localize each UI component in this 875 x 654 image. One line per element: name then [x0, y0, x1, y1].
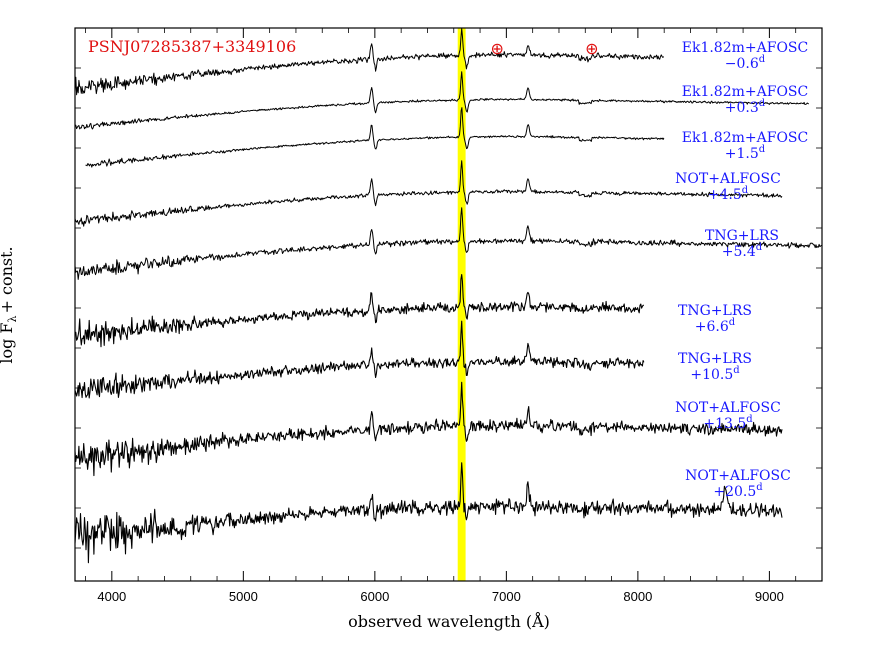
spectrum-epoch-label: +0.3d — [725, 98, 766, 116]
halpha-highlight-band — [457, 28, 466, 581]
plot-background — [75, 28, 822, 581]
telluric-marker-icon: ⊕ — [585, 39, 598, 58]
plot-frame — [74, 27, 823, 582]
spectrum-epoch-label: +10.5d — [690, 365, 740, 383]
spectrum-labels: ⊕ ⊕ Ek1.82m+AFOSC−0.6dEk1.82m+AFOSC+0.3dEk… — [490, 39, 808, 500]
x-tick-label: 9000 — [755, 589, 784, 604]
spectrum-instrument-label: NOT+ALFOSC — [675, 171, 781, 187]
spectrum-epoch-label: +13.5d — [703, 414, 753, 432]
x-tick-label: 6000 — [360, 589, 389, 604]
telluric-marker-icon: ⊕ — [490, 39, 503, 58]
y-axis-title-subscript: λ — [6, 315, 19, 322]
spectrum-instrument-label: NOT+ALFOSC — [675, 400, 781, 416]
spectrum-instrument-label: Ek1.82m+AFOSC — [682, 40, 809, 56]
spectrum-line — [74, 28, 665, 96]
highlight-band-rect — [457, 28, 466, 581]
spectrum-line — [74, 71, 810, 130]
spectrum-instrument-label: TNG+LRS — [678, 351, 752, 367]
x-tick-label: 4000 — [97, 589, 126, 604]
y-axis-title: log Fλ + const. — [0, 246, 19, 363]
x-tick-label: 8000 — [623, 589, 652, 604]
spectrum-line — [85, 107, 665, 168]
spectrum-instrument-label: NOT+ALFOSC — [685, 468, 791, 484]
spectrum-line — [74, 160, 783, 227]
spectrum-epoch-label: +4.5d — [708, 185, 749, 203]
spectrum-instrument-label: TNG+LRS — [678, 303, 752, 319]
spectrum-epoch-label: +1.5d — [725, 144, 766, 162]
spectrum-line — [74, 320, 645, 399]
spectrum-epoch-label: +5.4d — [722, 242, 763, 260]
spectrum-line — [74, 274, 644, 348]
x-axis-title: observed wavelength (Å) — [348, 611, 550, 631]
x-tick-label: 7000 — [492, 589, 521, 604]
spectra-series-group — [74, 28, 822, 564]
axis-ticks: 4000 5000 6000 7000 8000 9000 — [75, 28, 823, 604]
x-tick-label: 5000 — [229, 589, 258, 604]
spectrum-instrument-label: Ek1.82m+AFOSC — [682, 84, 809, 100]
spectrum-line — [74, 462, 783, 564]
spectrum-line — [74, 381, 783, 477]
spectrum-instrument-label: TNG+LRS — [705, 228, 779, 244]
spectrum-epoch-label: −0.6d — [725, 54, 766, 72]
spectrum-epoch-label: +20.5d — [713, 482, 763, 500]
spectrum-line — [74, 207, 822, 280]
y-axis-title-main: log F — [0, 322, 16, 363]
y-axis-title-suffix: + const. — [0, 246, 16, 313]
svg-text:log Fλ+ const.: log Fλ + const. — [0, 246, 19, 363]
chart-title: PSNJ07285387+3349106 — [88, 37, 296, 56]
spectrum-epoch-label: +6.6d — [695, 317, 736, 335]
spectrum-instrument-label: Ek1.82m+AFOSC — [682, 130, 809, 146]
